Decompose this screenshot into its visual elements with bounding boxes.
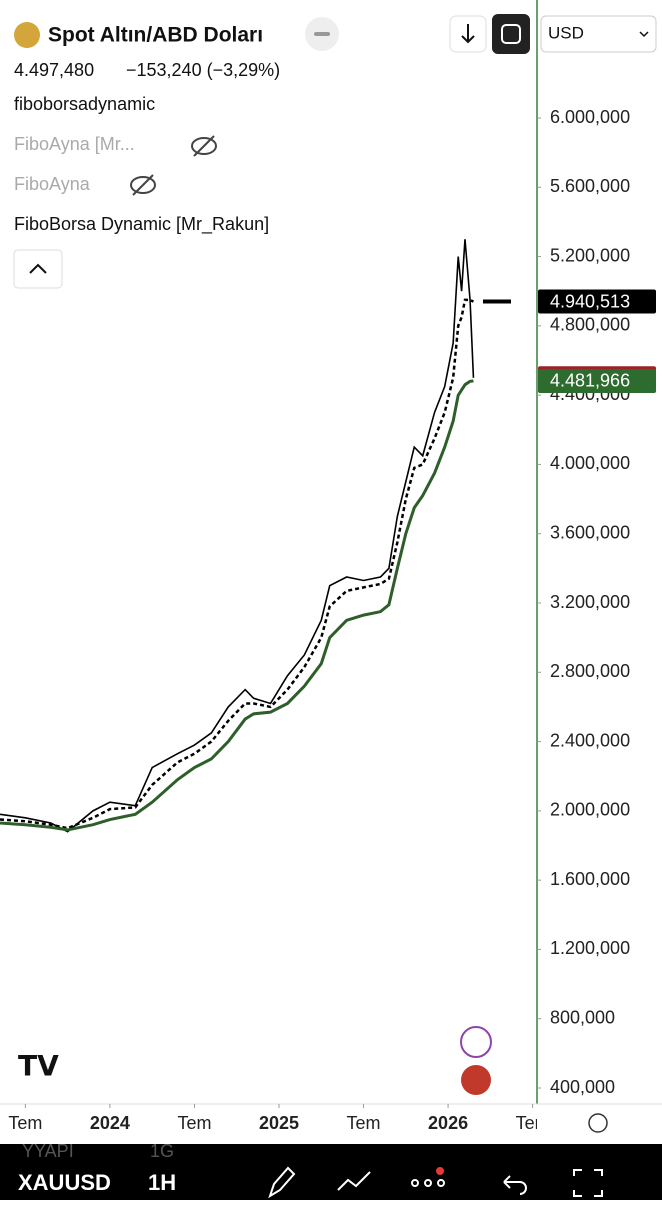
fullscreen-button[interactable] <box>492 14 530 54</box>
more-dot[interactable] <box>411 1179 419 1187</box>
series-line <box>0 379 474 832</box>
arrow-icon <box>461 24 475 44</box>
price-tag-label: 4.481,966 <box>550 371 630 391</box>
draw-tool[interactable] <box>268 1166 296 1199</box>
undo[interactable] <box>503 1175 527 1195</box>
hidden-icon[interactable] <box>191 135 217 157</box>
interval[interactable]: 1H <box>148 1170 176 1195</box>
y-tick-label: 800,000 <box>550 1007 615 1027</box>
y-tick-label: 5.200,000 <box>550 245 630 265</box>
change: −153,240 (−3,29%) <box>126 60 280 80</box>
y-tick-label: 3.200,000 <box>550 592 630 612</box>
price-tag-label: 4.940,513 <box>550 291 630 311</box>
indicator: FiboBorsa Dynamic [Mr_Rakun] <box>14 214 269 235</box>
chevron-up <box>29 263 47 274</box>
title: Spot Altın/ABD Doları <box>48 24 263 47</box>
tv-logo: 𝗧𝗩 <box>18 1050 59 1081</box>
currency: USD <box>548 23 584 42</box>
x-tick-label: 2025 <box>259 1113 299 1133</box>
x-tick-label: 2026 <box>428 1113 468 1133</box>
fullscreen-icon <box>501 24 521 44</box>
currency-select[interactable] <box>540 15 657 53</box>
y-tick-label: 4.000,000 <box>550 453 630 473</box>
x-tick-label: 2024 <box>90 1113 130 1133</box>
symbol[interactable]: XAUUSD <box>18 1170 111 1195</box>
faded-label: YYAPI <box>22 1141 74 1161</box>
y-tick-label: 6.000,000 <box>550 107 630 127</box>
series-line <box>0 298 475 830</box>
notification-dot <box>436 1167 444 1175</box>
settings-icon[interactable] <box>588 1113 608 1133</box>
plot <box>0 239 475 833</box>
y-tick-label: 1.200,000 <box>550 938 630 958</box>
minus-icon <box>314 32 330 36</box>
chevron <box>639 31 649 38</box>
y-tick-label: 1.600,000 <box>550 869 630 889</box>
symbol-icon <box>14 22 40 48</box>
y-tick-label: 2.000,000 <box>550 800 630 820</box>
x-axis: Tem 2024 Tem 2025 Tem 2026 Tem <box>8 1104 550 1133</box>
toolbar <box>0 1144 662 1200</box>
x-tick-label: Tem <box>177 1113 211 1133</box>
hidden-icon[interactable] <box>130 174 156 196</box>
price-tag <box>538 289 656 314</box>
series-line <box>0 239 475 833</box>
price: 4.497,480 <box>14 60 94 80</box>
price-tag <box>538 368 656 393</box>
faded-label: 1G <box>150 1141 174 1161</box>
indicator: fiboborsadynamic <box>14 94 155 114</box>
indicators-tool[interactable] <box>337 1171 371 1191</box>
collapse-legend[interactable] <box>13 249 63 289</box>
y-tick-label: 2.800,000 <box>550 661 630 681</box>
x-tick-label: Tem <box>8 1113 42 1133</box>
flash-button[interactable] <box>460 1026 492 1058</box>
x-tick-label: Tem <box>516 1113 550 1133</box>
fullscreen[interactable] <box>573 1169 603 1197</box>
y-tick-label: 4.800,000 <box>550 315 630 335</box>
y-tick-label: 2.400,000 <box>550 730 630 750</box>
indicator: FiboAyna [Mr... <box>14 134 135 154</box>
fade <box>126 1168 148 1200</box>
indicator: FiboAyna <box>14 174 91 194</box>
y-tick-label: 400,000 <box>550 1077 615 1097</box>
x-tick-label: Tem <box>347 1113 381 1133</box>
y-tick-label: 5.600,000 <box>550 176 630 196</box>
more-dot[interactable] <box>437 1179 445 1187</box>
more-dot[interactable] <box>424 1179 432 1187</box>
y-tick-label: 3.600,000 <box>550 522 630 542</box>
flag-button[interactable] <box>461 1065 491 1095</box>
